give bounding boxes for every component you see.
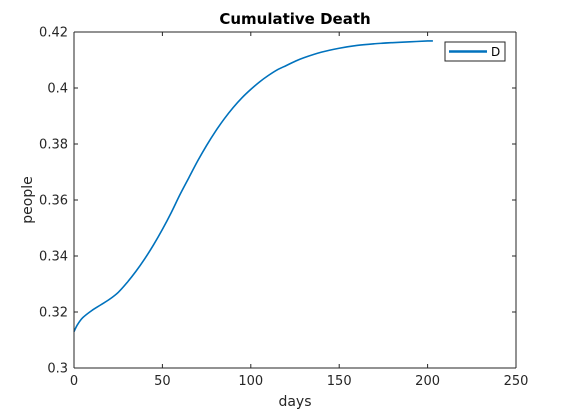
ticks: 0 50 100 150 200 250 0.3 0.32 0.34 0.36 0.38 0.4 0.4… <box>39 26 528 390</box>
y-tick-label: 0.4 <box>47 82 68 97</box>
x-tick-label: 150 <box>327 374 352 389</box>
series-line-D <box>73 40 433 332</box>
legend-label: D <box>491 45 500 59</box>
chart-title: Cumulative Death <box>219 10 370 28</box>
x-tick-label: 0 <box>70 374 78 389</box>
x-tick-label: 200 <box>415 374 440 389</box>
y-tick-label: 0.32 <box>39 306 68 321</box>
x-tick-label: 100 <box>238 374 263 389</box>
y-axis-label: people <box>20 176 36 223</box>
legend: D <box>444 41 506 62</box>
x-tick-label: 50 <box>154 374 171 389</box>
x-axis-label: days <box>278 394 311 410</box>
y-tick-label: 0.38 <box>39 138 68 153</box>
y-tick-label: 0.34 <box>39 250 68 265</box>
plot-background <box>74 32 516 368</box>
plot-content <box>73 40 433 332</box>
y-tick-label: 0.42 <box>39 26 68 41</box>
x-tick-label: 250 <box>504 374 529 389</box>
y-tick-label: 0.3 <box>47 362 68 377</box>
y-tick-label: 0.36 <box>39 194 68 209</box>
